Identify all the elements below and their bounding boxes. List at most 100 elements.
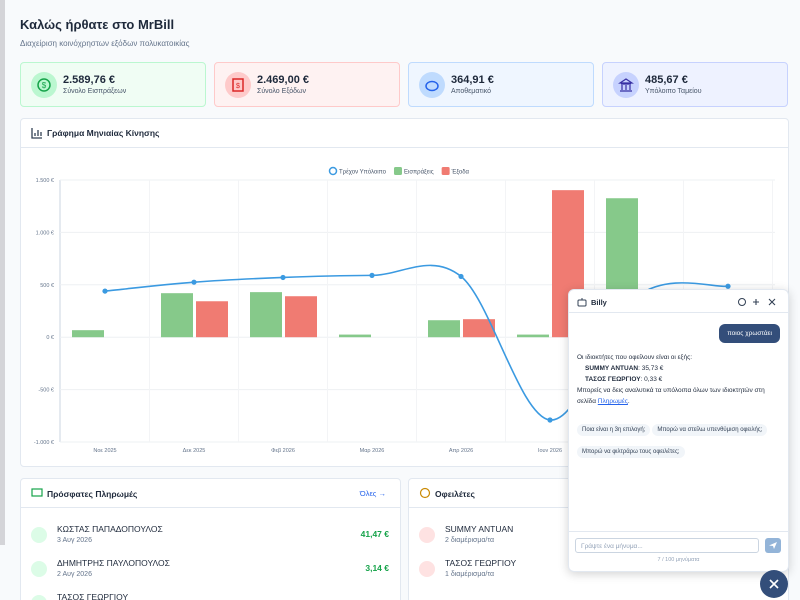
view-all-link[interactable]: Όλες → [359,489,386,498]
bot-icon [577,298,587,307]
svg-text:$: $ [42,81,47,90]
payer-name: ΔΗΜΗΤΡΗΣ ΠΑΥΛΟΠΟΥΛΟΣ [57,558,170,568]
icon [419,72,445,98]
debtor-row[interactable]: SUMMY ANTUAN 2 διαμέρισμα/τα [419,521,777,551]
bar [517,334,549,338]
point [191,279,197,285]
balance-card: 485,67 € Υπόλοιπο Ταμείου [602,62,788,107]
payment-date: 3 Αυγ 2026 [57,537,92,544]
payment-row[interactable]: ΔΗΜΗΤΡΗΣ ΠΑΥΛΟΠΟΥΛΟΣ 2 Αυγ 2026 3,14 € [31,555,389,585]
legend-marker [328,166,338,176]
reply-link[interactable]: Πληρωμές [597,398,628,405]
suggestion[interactable]: Μπορώ να φιλτράρω τους οφειλέτες; [577,446,685,458]
reply-name: SUMMY ANTUAN [585,365,639,372]
expense-card: $ 2.469,00 € Σύνολο Εξόδων [214,62,400,107]
divider [569,312,788,313]
reply-end: . [627,398,630,405]
income-card: $ 2.589,76 € Σύνολο Εισπράξεων [20,62,206,107]
divider [21,147,788,148]
payment-row[interactable]: ΤΑΣΟΣ ΓΕΩΡΓΙΟΥ [31,589,389,600]
debtor-units: 2 διαμέρισμα/τα [445,537,495,544]
chat-title: Billy [591,298,607,307]
bar [463,319,495,338]
payment-row[interactable]: ΚΩΣΤΑΣ ΠΑΠΑΔΟΠΟΥΛΟΣ 3 Αυγ 2026 41,47 € [31,521,389,551]
bar [72,330,104,338]
payment-amount: 41,47 € [360,529,389,539]
avatar [31,527,47,543]
message-input[interactable]: Γράψτε ένα μήνυμα... [575,538,759,553]
chat-widget: Billy ποιος χρωστάει Οι ιδιοκτήτες που ο… [568,289,789,572]
x-tick-label: Ιουν 2026 [538,448,562,454]
card-value: 364,91 € [451,74,494,86]
point [547,417,553,423]
panel-title: Πρόσφατες Πληρωμές [47,489,138,499]
debtor-name: SUMMY ANTUAN [445,524,514,534]
reply-intro: Οι ιδιοκτήτες που οφείλουν είναι οι εξής… [577,354,693,361]
payer-name: ΚΩΣΤΑΣ ΠΑΠΑΔΟΠΟΥΛΟΣ [57,524,163,534]
svg-text:$: $ [236,83,240,90]
page-subtitle: Διαχείριση κοινόχρηστων εξόδων πολυκατοι… [20,39,190,48]
legend-label: Έξοδα [451,170,470,176]
icon [613,72,639,98]
legend-label: Τρέχον Υπόλοιπο [339,169,387,176]
y-tick-label: 1.500 € [36,178,54,184]
card-label: Αποθεματικό [451,88,492,95]
y-tick-label: 500 € [40,283,54,289]
payment-amount: 3,14 € [365,563,389,573]
reply-outro: Μπορείς να δεις αναλυτικά τα υπόλοιπα όλ… [577,387,765,405]
icon [31,488,43,497]
reply-amount: : 0,33 € [640,376,663,383]
chat-actions[interactable] [737,297,782,307]
point [280,274,286,281]
bar [196,301,228,338]
card-label: Σύνολο Εξόδων [257,88,307,95]
reply-item: ΤΑΣΟΣ ΓΕΩΡΓΙΟΥ: 0,33 € [577,374,781,385]
divider [569,531,788,532]
y-tick-label: 1.000 € [36,230,54,236]
payments-panel: Πρόσφατες Πληρωμές Όλες → ΚΩΣΤΑΣ ΠΑΠΑΔΟΠ… [20,478,401,600]
card-label: Υπόλοιπο Ταμείου [645,88,702,95]
x-tick-label: Νοε 2025 [93,448,116,454]
bot-message: Οι ιδιοκτήτες που οφείλουν είναι οι εξής… [577,352,781,407]
message-counter: 7 / 100 μηνύματα [657,557,700,563]
bar [339,334,371,338]
point [102,288,108,294]
card-value: 2.589,76 € [63,74,115,86]
suggestion[interactable]: Μπορώ να στείλω υπενθύμιση οφειλής; [652,424,768,436]
bar [250,292,282,338]
icon [419,487,431,499]
send-button[interactable] [765,538,781,553]
bar [428,320,460,338]
reply-amount: : 35,73 € [638,365,664,372]
payment-date: 2 Αυγ 2026 [57,571,92,578]
x-tick-label: Μαρ 2026 [360,448,385,454]
card-value: 2.469,00 € [257,74,309,86]
x-tick-label: Απρ 2026 [449,448,473,454]
divider [21,507,400,508]
debtor-row[interactable]: ΤΑΣΟΣ ΓΕΩΡΓΙΟΥ 1 διαμέρισμα/τα [419,555,777,585]
chart-icon [31,128,42,139]
scrollbar[interactable] [0,0,5,545]
y-tick-label: -1.000 € [34,440,54,446]
point [369,272,375,278]
chart-title: Γράφημα Μηνιαίας Κίνησης [47,128,160,138]
panel-title: Οφειλέτες [435,489,475,499]
icon: $ [31,72,57,98]
chat-toggle[interactable] [760,570,788,598]
suggestion[interactable]: Ποια είναι η 3η επιλογή; [577,424,651,436]
page-title: Καλώς ήρθατε στο MrBill [20,17,175,32]
legend-marker [441,167,450,175]
point [458,273,464,280]
legend-label: Εισπράξεις [404,169,434,176]
payer-name: ΤΑΣΟΣ ΓΕΩΡΓΙΟΥ [57,592,129,600]
avatar [31,561,47,577]
y-tick-label: -500 € [38,388,54,394]
avatar [419,527,435,543]
suggestions: Ποια είναι η 3η επιλογή; Μπορώ να στείλω … [577,418,785,462]
debtor-name: ΤΑΣΟΣ ΓΕΩΡΓΙΟΥ [445,558,517,568]
y-tick-label: 0 € [46,335,54,341]
debtor-units: 1 διαμέρισμα/τα [445,571,495,578]
reply-name: ΤΑΣΟΣ ΓΕΩΡΓΙΟΥ [585,376,641,383]
user-message: ποιος χρωστάει [719,324,780,343]
